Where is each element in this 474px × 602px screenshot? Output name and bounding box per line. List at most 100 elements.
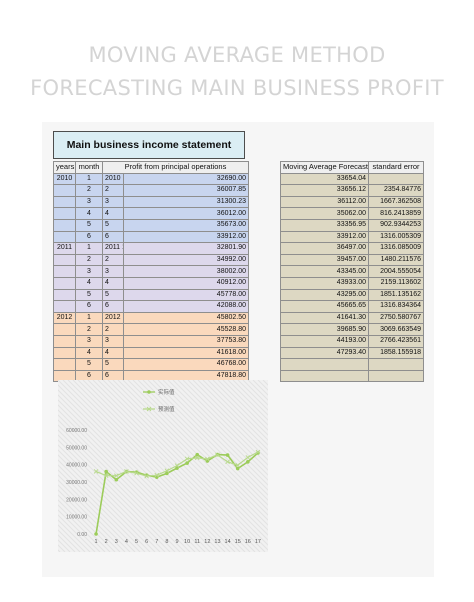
header-profit[interactable]: Profit from principal operations: [102, 161, 249, 174]
standard-error-cell[interactable]: 2004.555054: [368, 265, 424, 278]
line-chart[interactable]: 0.00 10000.00 20000.00 30000.00 40000.00 5000…: [58, 380, 268, 552]
standard-error-cell[interactable]: 1851.135162: [368, 288, 424, 302]
header-month[interactable]: month: [75, 161, 103, 174]
header-years[interactable]: years: [53, 161, 76, 174]
period-label-cell[interactable]: 6: [102, 230, 124, 244]
year-cell[interactable]: [53, 184, 76, 197]
period-label-cell[interactable]: 6: [102, 300, 124, 313]
profit-value-cell[interactable]: 33912.00: [123, 230, 249, 244]
standard-error-cell[interactable]: 1667.362508: [368, 195, 424, 209]
year-cell[interactable]: [53, 195, 76, 209]
period-label-cell[interactable]: 3: [102, 195, 124, 209]
period-label-cell[interactable]: 5: [102, 218, 124, 232]
month-cell[interactable]: 4: [75, 346, 103, 360]
standard-error-cell[interactable]: 1858.155918: [368, 346, 424, 360]
month-cell[interactable]: 1: [75, 172, 103, 186]
profit-value-cell[interactable]: 32690.00: [123, 172, 249, 186]
standard-error-cell[interactable]: [368, 369, 424, 383]
forecast-cell[interactable]: 33912.00: [280, 230, 369, 244]
month-cell[interactable]: 6: [75, 300, 103, 313]
period-label-cell[interactable]: 3: [102, 265, 124, 278]
profit-value-cell[interactable]: 40912.00: [123, 276, 249, 290]
standard-error-cell[interactable]: 2354.84776: [368, 184, 424, 197]
profit-value-cell[interactable]: 36012.00: [123, 207, 249, 220]
period-label-cell[interactable]: 4: [102, 346, 124, 360]
forecast-cell[interactable]: 47293.40: [280, 346, 369, 360]
forecast-cell[interactable]: [280, 369, 369, 383]
month-cell[interactable]: 2: [75, 184, 103, 197]
standard-error-cell[interactable]: 1480.211576: [368, 253, 424, 267]
period-label-cell[interactable]: 2010 1: [102, 172, 124, 186]
header-standard-error[interactable]: standard error: [368, 161, 424, 174]
year-cell[interactable]: [53, 334, 76, 348]
month-cell[interactable]: 5: [75, 288, 103, 302]
forecast-cell[interactable]: 44193.00: [280, 334, 369, 348]
month-cell[interactable]: 1: [75, 242, 103, 255]
period-label-cell[interactable]: 4: [102, 276, 124, 290]
forecast-cell[interactable]: 39457.00: [280, 253, 369, 267]
forecast-cell[interactable]: [280, 358, 369, 371]
period-label-cell[interactable]: 2: [102, 323, 124, 336]
forecast-cell[interactable]: 45665.65: [280, 300, 369, 313]
forecast-cell[interactable]: 43345.00: [280, 265, 369, 278]
standard-error-cell[interactable]: [368, 358, 424, 371]
forecast-cell[interactable]: 33656.12: [280, 184, 369, 197]
standard-error-cell[interactable]: 3069.663549: [368, 323, 424, 336]
month-cell[interactable]: 2: [75, 253, 103, 267]
forecast-cell[interactable]: 43295.00: [280, 288, 369, 302]
month-cell[interactable]: 3: [75, 195, 103, 209]
period-label-cell[interactable]: 5: [102, 358, 124, 371]
period-label-cell[interactable]: 3: [102, 334, 124, 348]
year-cell[interactable]: [53, 253, 76, 267]
period-label-cell[interactable]: 2011 1: [102, 242, 124, 255]
profit-value-cell[interactable]: 41618.00: [123, 346, 249, 360]
month-cell[interactable]: 5: [75, 358, 103, 371]
forecast-cell[interactable]: 36112.00: [280, 195, 369, 209]
period-label-cell[interactable]: 2: [102, 184, 124, 197]
profit-value-cell[interactable]: 37753.80: [123, 334, 249, 348]
period-label-cell[interactable]: 2: [102, 253, 124, 267]
profit-value-cell[interactable]: 32801.90: [123, 242, 249, 255]
year-cell[interactable]: 2012: [53, 311, 76, 325]
month-cell[interactable]: 4: [75, 207, 103, 220]
month-cell[interactable]: 6: [75, 369, 103, 383]
year-cell[interactable]: [53, 288, 76, 302]
forecast-cell[interactable]: 33654.04: [280, 172, 369, 186]
forecast-cell[interactable]: 43933.00: [280, 276, 369, 290]
year-cell[interactable]: [53, 346, 76, 360]
year-cell[interactable]: [53, 230, 76, 244]
standard-error-cell[interactable]: 1316.005309: [368, 230, 424, 244]
profit-value-cell[interactable]: 36007.85: [123, 184, 249, 197]
forecast-cell[interactable]: 39685.90: [280, 323, 369, 336]
standard-error-cell[interactable]: 2750.580767: [368, 311, 424, 325]
month-cell[interactable]: 1: [75, 311, 103, 325]
standard-error-cell[interactable]: 2766.423561: [368, 334, 424, 348]
period-label-cell[interactable]: 2012 1: [102, 311, 124, 325]
profit-value-cell[interactable]: 35673.00: [123, 218, 249, 232]
year-cell[interactable]: [53, 218, 76, 232]
profit-value-cell[interactable]: 45528.80: [123, 323, 249, 336]
forecast-cell[interactable]: 36497.00: [280, 242, 369, 255]
month-cell[interactable]: 6: [75, 230, 103, 244]
year-cell[interactable]: [53, 207, 76, 220]
profit-value-cell[interactable]: 38002.00: [123, 265, 249, 278]
profit-value-cell[interactable]: 31300.23: [123, 195, 249, 209]
month-cell[interactable]: 5: [75, 218, 103, 232]
profit-value-cell[interactable]: 46768.00: [123, 358, 249, 371]
year-cell[interactable]: [53, 323, 76, 336]
standard-error-cell[interactable]: 902.9344253: [368, 218, 424, 232]
standard-error-cell[interactable]: 1316.085009: [368, 242, 424, 255]
forecast-cell[interactable]: 33356.95: [280, 218, 369, 232]
header-forecast[interactable]: Moving Average Forecast: [280, 161, 369, 174]
standard-error-cell[interactable]: 1316.834364: [368, 300, 424, 313]
year-cell[interactable]: 2011: [53, 242, 76, 255]
profit-value-cell[interactable]: 34992.00: [123, 253, 249, 267]
period-label-cell[interactable]: 4: [102, 207, 124, 220]
month-cell[interactable]: 3: [75, 334, 103, 348]
year-cell[interactable]: 2010: [53, 172, 76, 186]
forecast-cell[interactable]: 41641.30: [280, 311, 369, 325]
year-cell[interactable]: [53, 300, 76, 313]
year-cell[interactable]: [53, 265, 76, 278]
period-label-cell[interactable]: 5: [102, 288, 124, 302]
standard-error-cell[interactable]: [368, 172, 424, 186]
